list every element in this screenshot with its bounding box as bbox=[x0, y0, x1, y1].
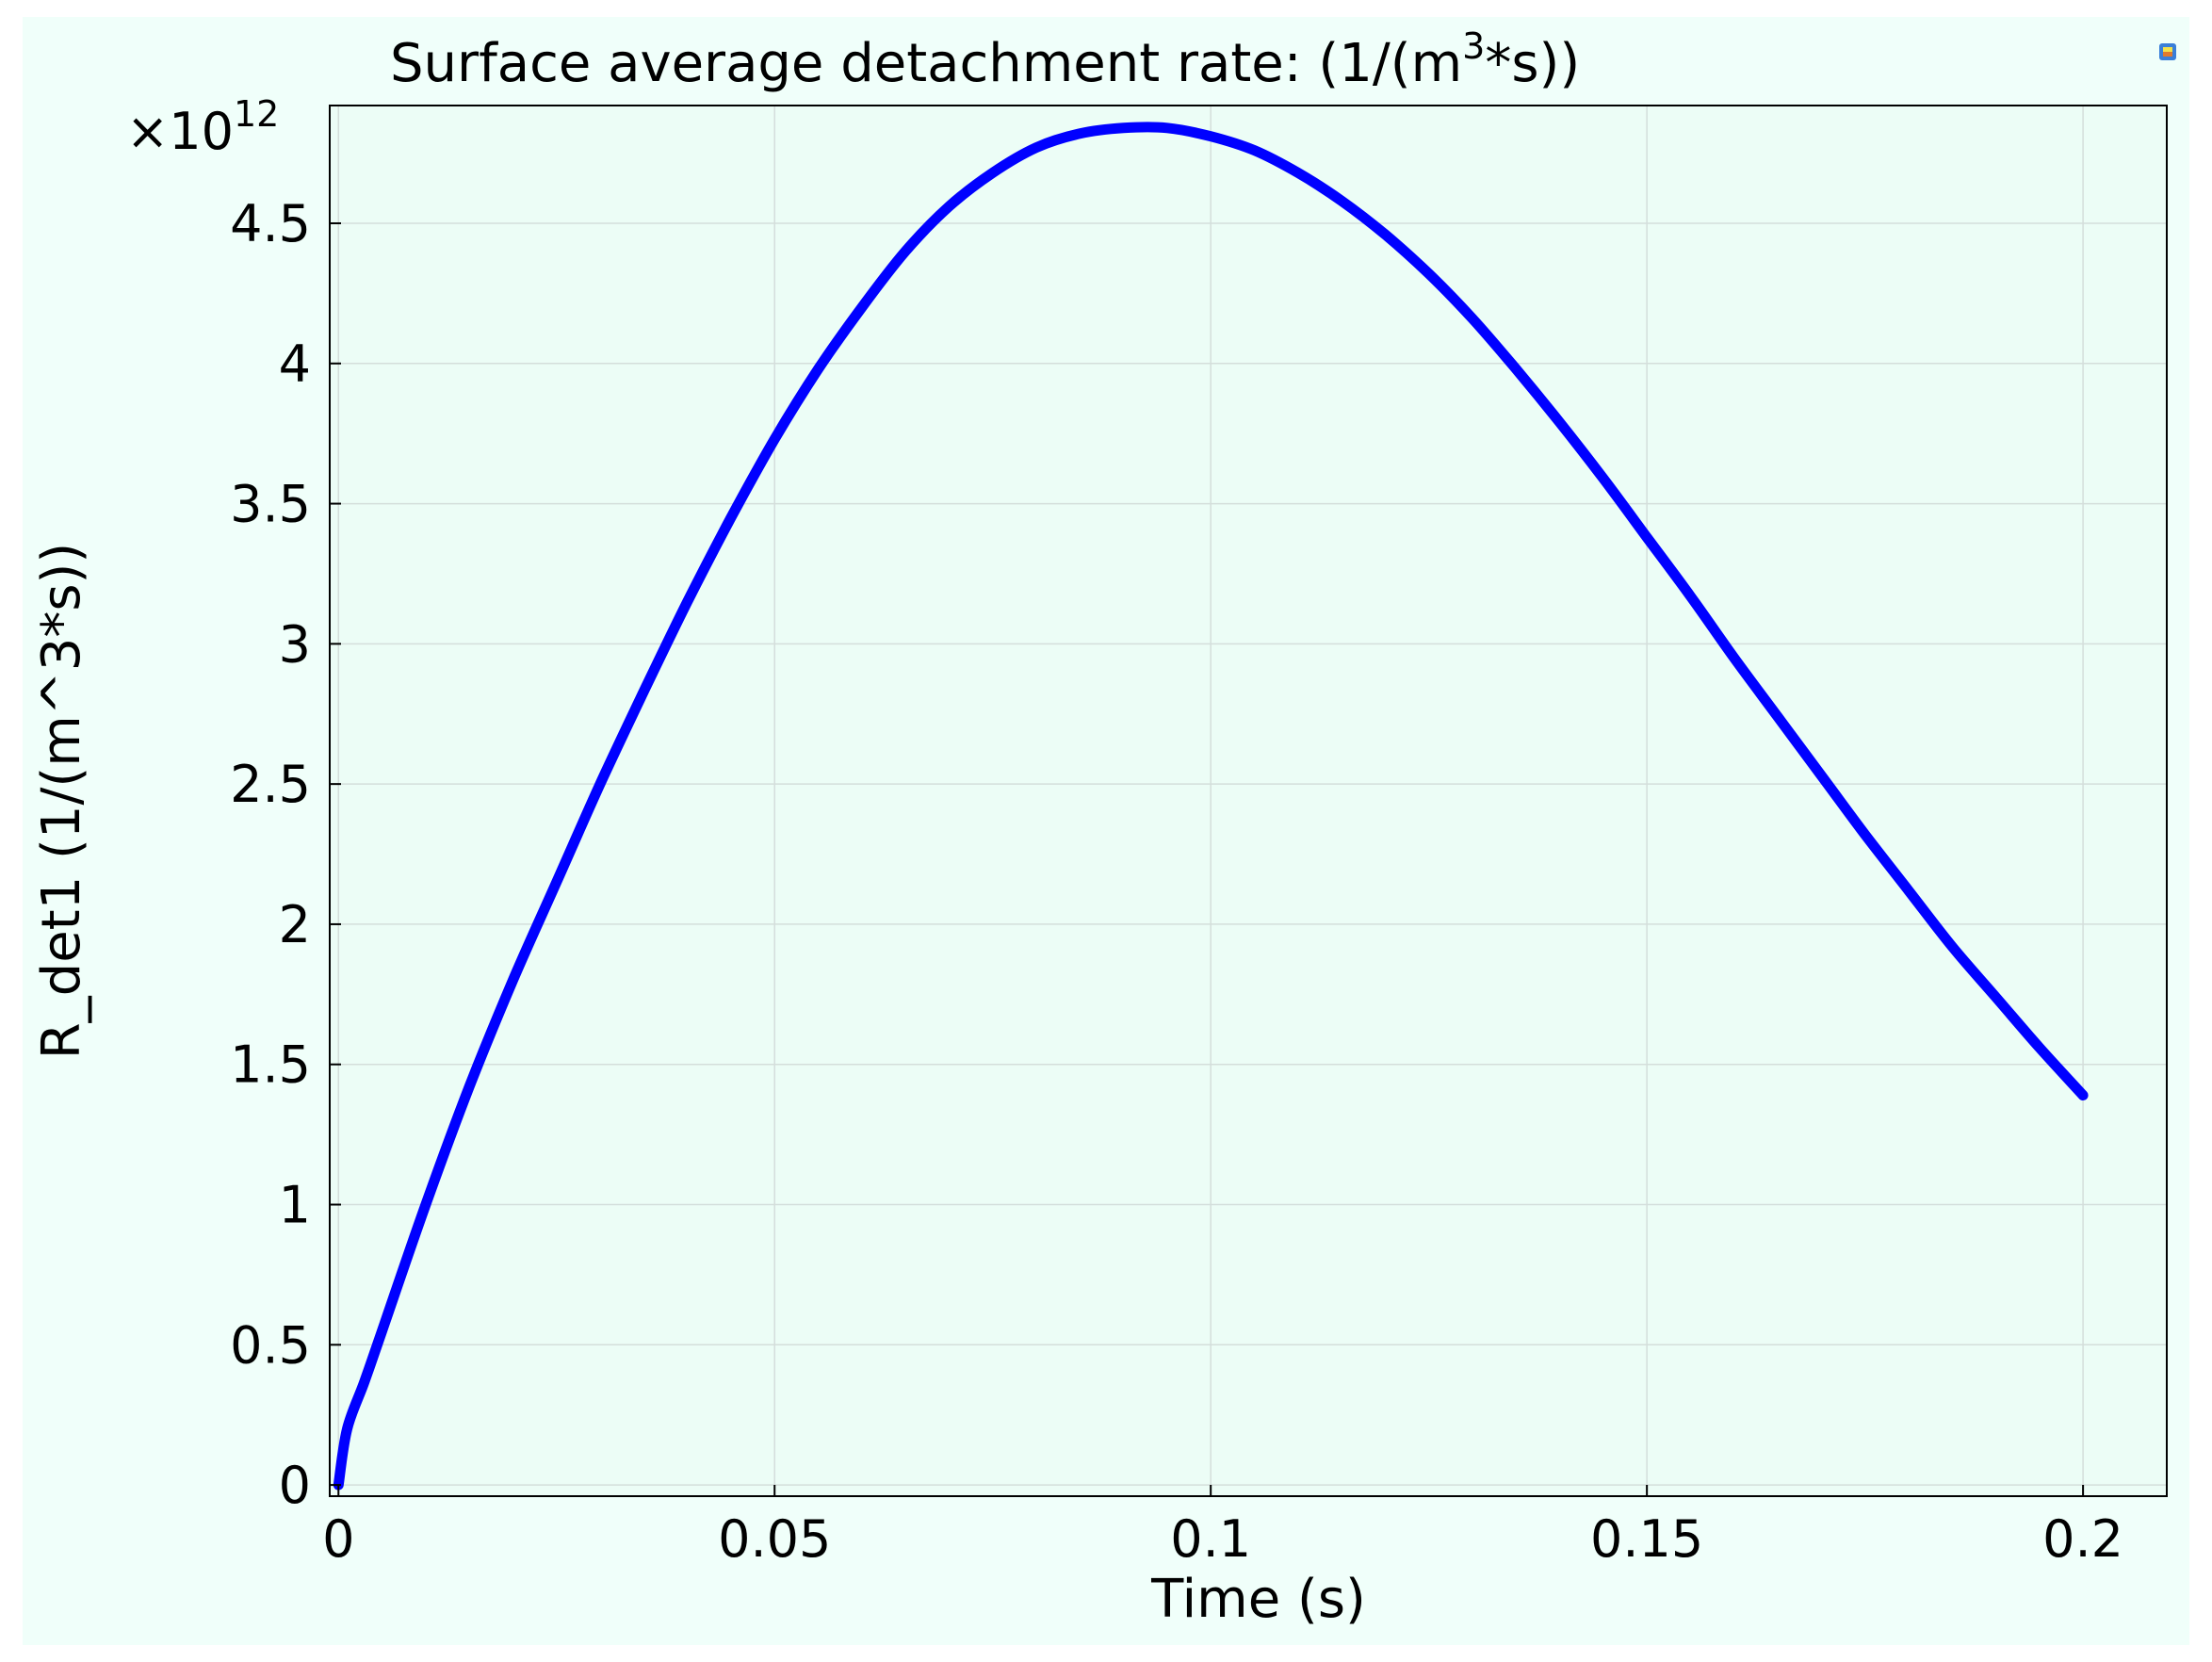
x-tick-label: 0 bbox=[322, 1509, 354, 1569]
chart: Surface average detachment rate: (1/(m3*… bbox=[31, 25, 2176, 1630]
y-tick-label: 0 bbox=[279, 1456, 311, 1515]
y-multiplier: ×1012 bbox=[126, 93, 279, 161]
y-tick-label: 2 bbox=[279, 895, 311, 954]
title-tail: *s)) bbox=[1485, 33, 1580, 94]
y-tick-label: 3.5 bbox=[230, 475, 311, 534]
y-axis-label: R_det1 (1/(m^3*s)) bbox=[31, 543, 92, 1059]
y-tick-label: 4 bbox=[279, 334, 311, 394]
axes-background bbox=[330, 106, 2167, 1496]
series-group bbox=[333, 122, 2089, 1491]
axes-frame bbox=[329, 105, 2168, 1497]
x-axis-label: Time (s) bbox=[1150, 1569, 1366, 1630]
x-tick-label: 0.15 bbox=[1590, 1509, 1703, 1569]
x-tick-label: 0.1 bbox=[1170, 1509, 1251, 1569]
chart-title: Surface average detachment rate: (1/(m3*… bbox=[390, 25, 1580, 94]
y-tick-label: 3 bbox=[279, 614, 311, 674]
y-tick-label: 1 bbox=[279, 1176, 311, 1235]
y-axis-ticks: 0 0.5 1 1.5 2 2.5 3 3.5 4 4.5 bbox=[230, 194, 341, 1515]
y-tick-label: 0.5 bbox=[230, 1315, 311, 1375]
y-tick-label: 2.5 bbox=[230, 755, 311, 814]
grid bbox=[330, 106, 2167, 1496]
y-tick-label: 1.5 bbox=[230, 1035, 311, 1095]
colormap-icon[interactable] bbox=[2159, 43, 2176, 60]
series-line bbox=[333, 122, 2089, 1491]
x-tick-label: 0.05 bbox=[718, 1509, 831, 1569]
y-multiplier-exponent: 12 bbox=[234, 93, 279, 135]
y-tick-label: 4.5 bbox=[230, 194, 311, 253]
plot-window: Surface average detachment rate: (1/(m3*… bbox=[23, 17, 2189, 1645]
x-axis-ticks: 0 0.05 0.1 0.15 0.2 bbox=[322, 1485, 2123, 1569]
title-superscript: 3 bbox=[1462, 25, 1485, 67]
x-tick-label: 0.2 bbox=[2042, 1509, 2123, 1569]
